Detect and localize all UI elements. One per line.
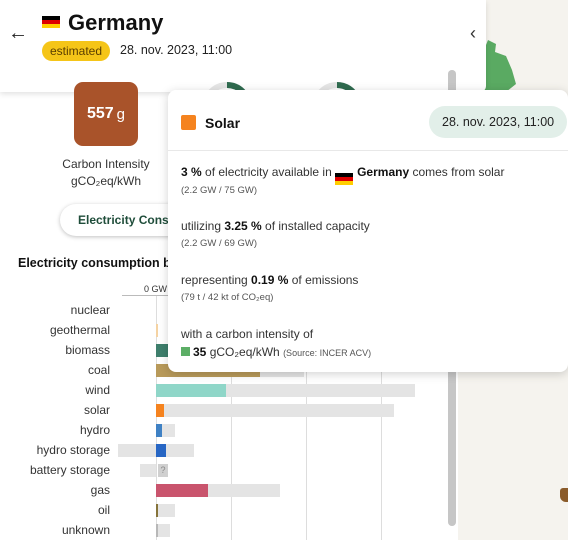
row-label: gas xyxy=(90,483,110,497)
consumption-chart: nuclear geothermal biomass coal wind solar hyd… xyxy=(0,296,440,540)
production-bar[interactable] xyxy=(156,384,227,397)
axis-zero-label: 0 GW xyxy=(144,284,168,294)
capacity-bar[interactable] xyxy=(156,404,395,417)
tooltip-divider xyxy=(168,150,568,151)
germany-flag-icon xyxy=(42,16,60,28)
chart-row-wind[interactable]: wind xyxy=(0,380,440,400)
zone-title: Germany xyxy=(68,10,164,35)
chart-row-geothermal[interactable]: geothermal xyxy=(0,320,440,340)
chart-row-hydro-storage[interactable]: hydro storage xyxy=(0,440,440,460)
tooltip-share-sub: (2.2 GW / 75 GW) xyxy=(181,185,258,196)
production-bar[interactable] xyxy=(156,524,158,537)
germany-flag-icon xyxy=(335,173,354,185)
chart-row-oil[interactable]: oil xyxy=(0,500,440,520)
capacity-bar[interactable] xyxy=(140,464,156,477)
collapse-panel-button[interactable]: ‹ xyxy=(470,22,476,43)
share-zone: Germany xyxy=(357,165,410,179)
chart-row-battery-storage[interactable]: battery storage? xyxy=(0,460,440,480)
tooltip-mode-title: Solar xyxy=(205,115,241,131)
emissions-text: representing xyxy=(181,273,252,287)
row-label: hydro storage xyxy=(36,443,110,457)
capacity-bar[interactable] xyxy=(156,524,170,537)
gridline xyxy=(306,296,307,540)
production-bar[interactable] xyxy=(156,484,209,497)
header-timestamp: 28. nov. 2023, 11:00 xyxy=(120,43,233,57)
production-bar[interactable] xyxy=(156,324,158,337)
capacity-end: of installed capacity xyxy=(261,219,370,233)
row-label: oil xyxy=(97,503,110,517)
back-arrow-icon[interactable]: ← xyxy=(8,22,28,44)
share-end: comes from solar xyxy=(409,165,505,179)
capacity-text: utilizing xyxy=(181,219,225,233)
production-bar[interactable] xyxy=(156,424,163,437)
chart-row-unknown[interactable]: unknown xyxy=(0,520,440,540)
chart-row-gas[interactable]: gas xyxy=(0,480,440,500)
intensity-source: (Source: INCER ACV) xyxy=(283,348,372,358)
gridline xyxy=(231,296,232,540)
row-label: biomass xyxy=(65,343,110,357)
gridline xyxy=(381,296,382,540)
carbon-intensity-label-2: gCO₂eq/kWh xyxy=(70,174,141,188)
carbon-intensity-unit: g xyxy=(116,105,126,123)
row-label: hydro xyxy=(79,423,110,437)
map-zone-fragment[interactable] xyxy=(560,488,568,502)
unknown-value-marker: ? xyxy=(158,464,168,477)
capacity-bar[interactable] xyxy=(118,444,194,457)
tooltip-capacity-sub: (2.2 GW / 69 GW) xyxy=(181,238,258,249)
carbon-intensity-label-1: Carbon Intensity xyxy=(62,157,150,171)
carbon-intensity-value: 557 xyxy=(86,105,114,122)
row-label: wind xyxy=(85,383,110,397)
tooltip-share-line: 3 % of electricity available in Germany … xyxy=(181,165,504,185)
intensity-unit: gCO₂eq/kWh xyxy=(206,345,280,359)
emissions-end: of emissions xyxy=(288,273,359,287)
chart-row-solar[interactable]: solar xyxy=(0,400,440,420)
emissions-percent: 0.19 % xyxy=(251,273,289,287)
intensity-value: 35 xyxy=(193,345,207,359)
estimated-badge[interactable]: estimated xyxy=(42,41,111,61)
production-bar[interactable] xyxy=(156,404,164,417)
row-label: nuclear xyxy=(70,303,110,317)
tooltip-intensity-value-line: 35 gCO₂eq/kWh (Source: INCER ACV) xyxy=(181,345,371,359)
chart-row-hydro[interactable]: hydro xyxy=(0,420,440,440)
row-label: solar xyxy=(83,403,110,417)
capacity-bar[interactable] xyxy=(156,504,175,517)
production-bar[interactable] xyxy=(156,444,166,457)
capacity-percent: 3.25 % xyxy=(224,219,262,233)
carbon-intensity-box: 557 g xyxy=(74,82,138,146)
share-percent: 3 % xyxy=(181,165,202,179)
row-label: coal xyxy=(87,363,110,377)
tooltip-timestamp: 28. nov. 2023, 11:00 xyxy=(429,106,568,138)
carbon-intensity-label: Carbon Intensity gCO₂eq/kWh xyxy=(46,156,166,190)
production-bar[interactable] xyxy=(156,504,158,517)
solar-color-swatch xyxy=(181,115,196,130)
production-bar[interactable] xyxy=(156,344,172,357)
intensity-color-square xyxy=(181,347,190,356)
gridline xyxy=(156,296,157,540)
tooltip-capacity-line: utilizing 3.25 % of installed capacity xyxy=(181,219,370,233)
chart-row-nuclear[interactable]: nuclear xyxy=(0,300,440,320)
row-label: battery storage xyxy=(29,463,110,477)
production-tooltip: Solar 28. nov. 2023, 11:00 3 % of electr… xyxy=(168,90,568,372)
row-label: geothermal xyxy=(49,323,110,337)
tooltip-emissions-line: representing 0.19 % of emissions xyxy=(181,273,358,287)
tooltip-emissions-sub: (79 t / 42 kt of CO₂eq) xyxy=(181,292,274,303)
tooltip-intensity-line: with a carbon intensity of xyxy=(181,327,314,341)
share-text: of electricity available in xyxy=(201,165,336,179)
row-label: unknown xyxy=(61,523,110,537)
